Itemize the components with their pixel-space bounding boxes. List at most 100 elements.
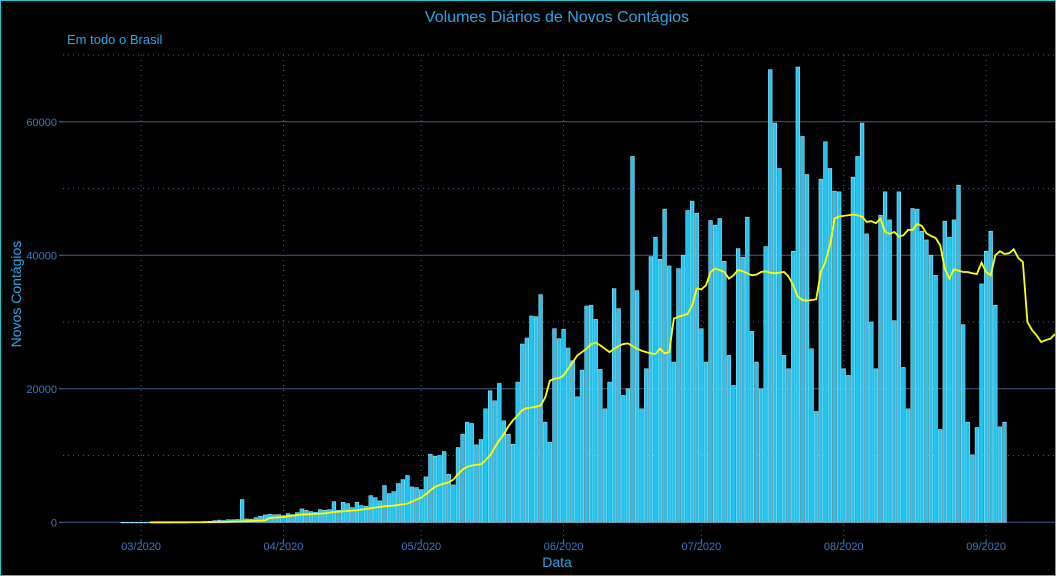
bar (667, 265, 672, 523)
bar (657, 258, 663, 523)
bar (515, 381, 520, 523)
bar (648, 256, 653, 523)
bar (1002, 421, 1007, 523)
bar (313, 511, 318, 523)
bar (437, 455, 442, 523)
bar (465, 421, 470, 523)
bar (882, 191, 888, 523)
bar (373, 497, 378, 523)
bar (928, 254, 934, 523)
bar (735, 248, 741, 523)
bar (423, 476, 428, 523)
bar (951, 219, 957, 523)
bar (607, 381, 612, 523)
bar (299, 508, 304, 523)
bar (290, 514, 295, 523)
bar (910, 208, 915, 523)
bar (129, 522, 135, 524)
bar (556, 338, 562, 523)
bar (713, 224, 718, 523)
bar (699, 328, 704, 523)
y-tick-label: 60000 (26, 117, 57, 129)
bar (731, 385, 736, 523)
bar (593, 319, 598, 523)
y-tick-label: 20000 (26, 384, 57, 396)
bar (414, 487, 419, 523)
moving-average-series (150, 213, 1055, 524)
bar (694, 212, 699, 523)
bar (726, 355, 732, 523)
bar (878, 214, 883, 523)
bar (575, 396, 580, 523)
bar (832, 190, 837, 523)
bar (611, 288, 617, 523)
bar (510, 443, 516, 523)
bar (359, 505, 364, 523)
bar (341, 501, 346, 523)
bar (892, 320, 897, 523)
bar (579, 369, 585, 523)
x-axis-label: Data (542, 554, 572, 570)
bar (327, 509, 332, 523)
bar (690, 200, 695, 523)
bar (520, 343, 525, 523)
bar (740, 256, 745, 523)
bar (529, 315, 534, 523)
bar (887, 219, 892, 523)
bar (703, 361, 709, 523)
bar (524, 337, 529, 523)
bar (662, 208, 667, 523)
bar (644, 368, 649, 523)
bar (497, 383, 502, 523)
bar (804, 174, 810, 523)
bar (543, 421, 548, 523)
bar (823, 141, 828, 523)
bar (492, 400, 497, 523)
bar (827, 168, 833, 523)
bar (970, 454, 975, 523)
bar (134, 522, 139, 524)
x-tick-label: 03/2020 (121, 541, 161, 553)
bar (947, 236, 952, 523)
bar (538, 294, 543, 523)
bar (676, 268, 681, 523)
bar (570, 360, 575, 523)
bar (905, 408, 911, 523)
y-axis-ticks: 0 20000 40000 60000 (26, 117, 63, 529)
bar (621, 395, 626, 523)
bar (566, 347, 571, 523)
x-tick-label: 04/2020 (264, 541, 304, 553)
y-axis-label: Novos Contágios (8, 241, 24, 348)
bar (685, 210, 690, 523)
bar-series (120, 66, 1007, 524)
bar (997, 426, 1003, 523)
bar (974, 427, 980, 523)
bar (800, 136, 805, 523)
x-axis-ticks: 03/2020 04/2020 05/2020 06/2020 07/2020 08/20… (121, 539, 1006, 553)
bar (478, 439, 484, 523)
chart-subtitle: Em todo o Brasil (67, 32, 162, 47)
bar (859, 122, 865, 523)
bar (915, 208, 920, 523)
bar (869, 321, 874, 523)
bar (873, 368, 879, 523)
bar (630, 156, 635, 523)
bar (547, 441, 552, 523)
bar (993, 305, 998, 523)
bar (758, 388, 764, 523)
bar (354, 501, 360, 523)
bar (345, 503, 350, 523)
bar (409, 486, 415, 523)
bar (901, 367, 906, 523)
bar (942, 220, 947, 523)
bar (396, 483, 401, 523)
bar (745, 216, 750, 523)
bar (469, 423, 474, 523)
bar (717, 218, 722, 523)
bar (460, 433, 465, 523)
bar (924, 239, 929, 523)
bar (979, 283, 984, 523)
bar (763, 246, 768, 523)
